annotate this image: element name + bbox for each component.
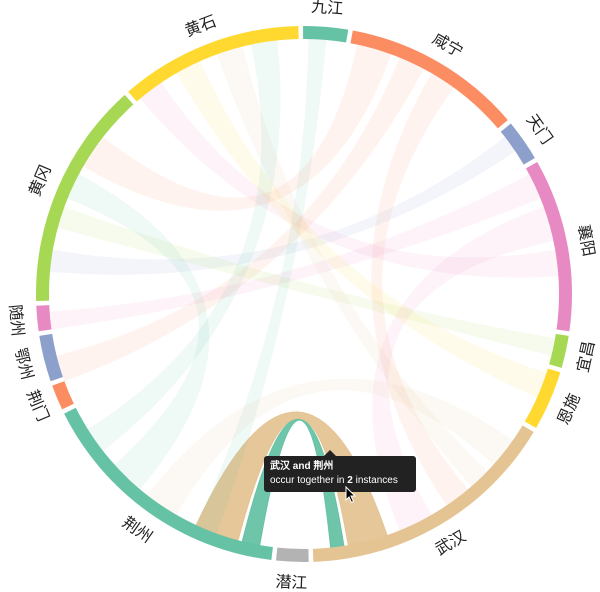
- chord-link[interactable]: [83, 44, 392, 211]
- arc-label: 黄冈: [25, 162, 55, 199]
- arc-segment[interactable]: [64, 407, 273, 561]
- chord-link[interactable]: [87, 40, 281, 451]
- chord-link[interactable]: [216, 46, 488, 487]
- arc-segment[interactable]: [39, 333, 63, 382]
- mouse-cursor-icon: [345, 486, 357, 504]
- chord-link[interactable]: [371, 73, 468, 506]
- arc-segment[interactable]: [303, 26, 349, 43]
- arc-label: 鄂州: [11, 346, 37, 382]
- tooltip-suffix: instances: [352, 475, 398, 486]
- chord-link[interactable]: [49, 137, 516, 275]
- arc-segment[interactable]: [36, 94, 134, 302]
- arc-label: 宜昌: [573, 339, 598, 374]
- chord-link[interactable]: [176, 61, 547, 398]
- chord-link[interactable]: [196, 39, 327, 534]
- arc-label: 咸宁: [429, 29, 466, 61]
- tooltip-count: 2: [347, 475, 353, 486]
- chord-arcs: [36, 26, 572, 562]
- chord-link[interactable]: [57, 206, 556, 356]
- tooltip: 武汉 and 荆州 occur together in 2 instances: [264, 450, 416, 492]
- chord-links: [49, 39, 559, 549]
- arc-segment[interactable]: [312, 425, 534, 562]
- arc-segment[interactable]: [500, 123, 535, 165]
- chord-link[interactable]: [140, 82, 559, 278]
- chord-link[interactable]: [372, 206, 554, 531]
- arc-segment[interactable]: [350, 30, 508, 129]
- arc-label: 恩施: [553, 391, 583, 428]
- arc-segment[interactable]: [52, 381, 74, 410]
- chord-link[interactable]: [49, 174, 541, 330]
- tooltip-pair: 武汉 and 荆州: [270, 460, 410, 474]
- arc-label: 荆州: [119, 513, 156, 547]
- arc-label: 随州: [6, 304, 28, 338]
- arc-label: 武汉: [432, 526, 469, 559]
- arc-segment[interactable]: [525, 162, 572, 332]
- chord-link[interactable]: [67, 174, 210, 490]
- arc-segment[interactable]: [36, 305, 52, 332]
- arc-label: 天门: [523, 111, 557, 148]
- arc-label: 黄石: [182, 11, 219, 40]
- arc-segment[interactable]: [275, 547, 309, 562]
- chord-link[interactable]: [147, 378, 513, 515]
- arc-label: 潜江: [275, 572, 308, 592]
- tooltip-pair-text: 武汉 and 荆州: [270, 461, 334, 472]
- arc-label: 九江: [311, 0, 344, 18]
- tooltip-prefix: occur together in: [270, 475, 348, 486]
- tooltip-detail: occur together in 2 instances: [270, 474, 410, 488]
- tooltip-arrow: [324, 450, 336, 456]
- chord-link[interactable]: [56, 57, 424, 382]
- arc-label: 荆门: [23, 387, 53, 424]
- arc-segment[interactable]: [524, 368, 561, 428]
- arc-segment[interactable]: [128, 26, 299, 102]
- arc-segment[interactable]: [549, 333, 569, 368]
- arc-label: 襄阳: [574, 223, 599, 258]
